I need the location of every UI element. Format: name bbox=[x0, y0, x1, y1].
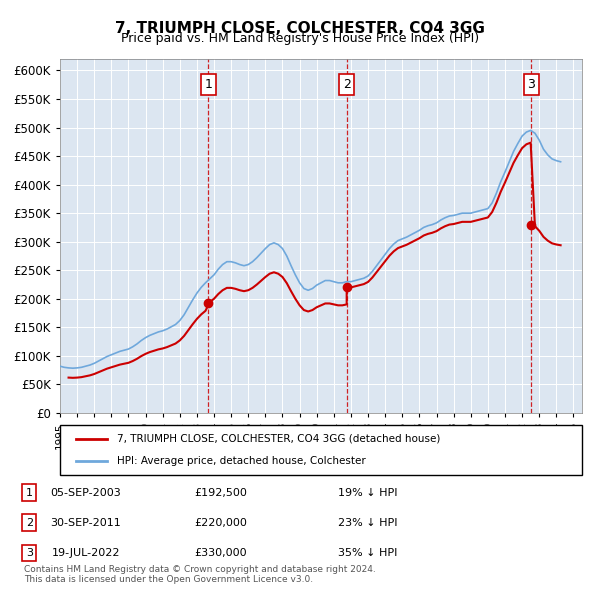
Text: 23% ↓ HPI: 23% ↓ HPI bbox=[338, 517, 397, 527]
Text: £192,500: £192,500 bbox=[194, 487, 247, 497]
Text: 1: 1 bbox=[26, 487, 33, 497]
Text: 35% ↓ HPI: 35% ↓ HPI bbox=[338, 548, 397, 558]
Text: 30-SEP-2011: 30-SEP-2011 bbox=[50, 517, 121, 527]
Text: 3: 3 bbox=[527, 78, 535, 91]
Text: Contains HM Land Registry data © Crown copyright and database right 2024.
This d: Contains HM Land Registry data © Crown c… bbox=[24, 565, 376, 584]
Text: 19% ↓ HPI: 19% ↓ HPI bbox=[338, 487, 397, 497]
Text: 7, TRIUMPH CLOSE, COLCHESTER, CO4 3GG (detached house): 7, TRIUMPH CLOSE, COLCHESTER, CO4 3GG (d… bbox=[118, 434, 441, 444]
Text: 2: 2 bbox=[26, 517, 33, 527]
Text: 05-SEP-2003: 05-SEP-2003 bbox=[50, 487, 121, 497]
Text: 1: 1 bbox=[205, 78, 212, 91]
Text: £330,000: £330,000 bbox=[195, 548, 247, 558]
Text: HPI: Average price, detached house, Colchester: HPI: Average price, detached house, Colc… bbox=[118, 456, 366, 466]
Text: 2: 2 bbox=[343, 78, 350, 91]
Text: Price paid vs. HM Land Registry's House Price Index (HPI): Price paid vs. HM Land Registry's House … bbox=[121, 32, 479, 45]
Text: 3: 3 bbox=[26, 548, 33, 558]
Text: 19-JUL-2022: 19-JUL-2022 bbox=[52, 548, 120, 558]
Text: £220,000: £220,000 bbox=[194, 517, 247, 527]
Text: 7, TRIUMPH CLOSE, COLCHESTER, CO4 3GG: 7, TRIUMPH CLOSE, COLCHESTER, CO4 3GG bbox=[115, 21, 485, 35]
FancyBboxPatch shape bbox=[60, 425, 582, 475]
